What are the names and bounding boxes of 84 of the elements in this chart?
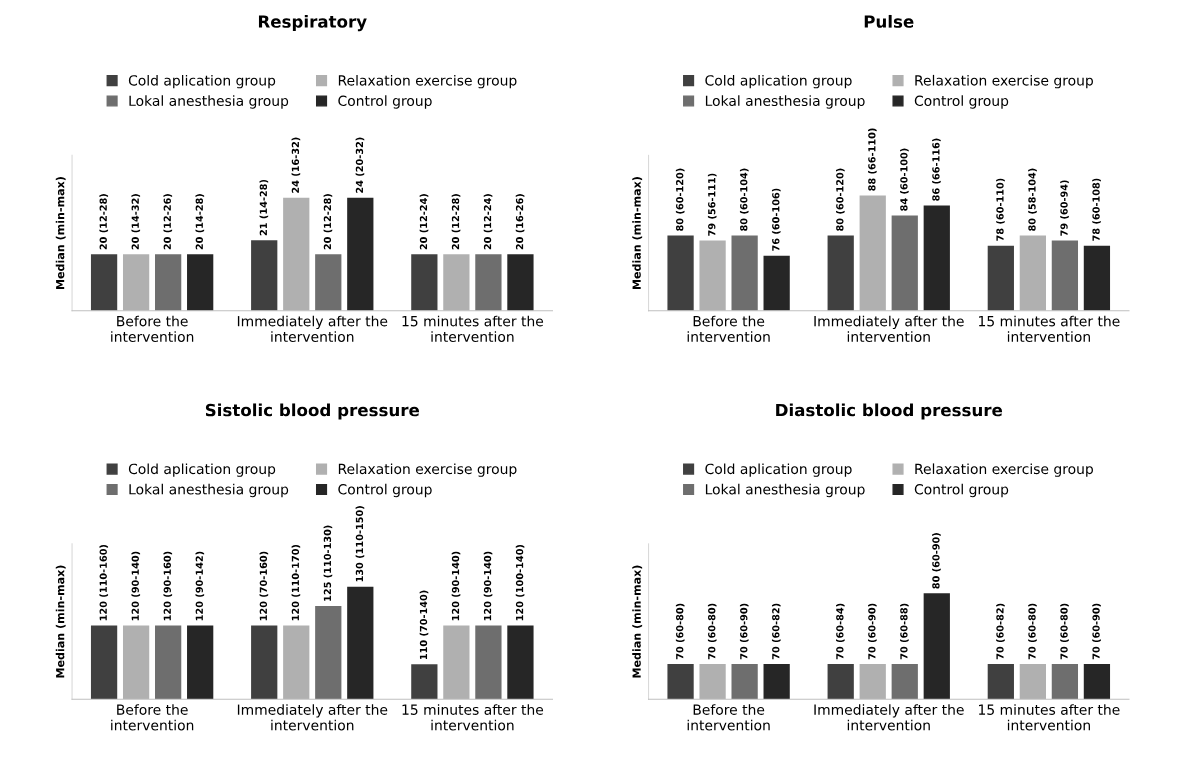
legend-label: Control group: [914, 483, 1009, 498]
data-label: 20 (12-28): [323, 194, 333, 250]
data-label: 70 (60-80): [1060, 603, 1069, 660]
data-label: 24 (20-32): [355, 137, 365, 193]
data-label: 20 (12-28): [451, 194, 461, 250]
data-label: 20 (12-24): [483, 194, 493, 250]
legend-label: Control group: [914, 95, 1009, 109]
x-tick-label: Immediately after the intervention: [814, 315, 964, 342]
data-label: 70 (60-80): [675, 603, 685, 660]
x-tick-label: 15 minutes after the intervention: [402, 704, 544, 731]
legend-label: Relaxation exercise group: [338, 74, 517, 89]
data-label: 76 (60-106): [771, 188, 781, 251]
data-label: 20 (12-24): [419, 194, 429, 250]
x-tick-label: Before the intervention: [687, 315, 770, 342]
data-label: 80 (60-120): [836, 168, 845, 231]
chart-title: Respiratory: [258, 14, 367, 32]
data-label: 120 (100-140): [515, 544, 525, 621]
x-tick-label: 15 minutes after the intervention: [979, 704, 1120, 731]
data-label: 20 (14-32): [131, 194, 141, 250]
data-label: 20 (12-28): [99, 194, 109, 250]
data-label: 79 (60-94): [1060, 180, 1069, 236]
data-label: 79 (56-111): [707, 173, 717, 236]
data-label: 70 (60-90): [868, 603, 877, 660]
data-label: 78 (60-108): [1092, 178, 1101, 241]
data-label: 120 (70-160): [259, 551, 269, 621]
data-label: 20 (14-28): [195, 194, 205, 250]
legend-label: Relaxation exercise group: [915, 463, 1093, 477]
data-label: 70 (60-90): [739, 603, 749, 660]
data-label: 110 (70-140): [419, 590, 429, 660]
legend-label: Lokal anesthesia group: [129, 95, 289, 109]
y-axis-title: Median (min-max): [632, 565, 643, 678]
data-label: 70 (60-80): [707, 603, 717, 660]
legend-label: Cold aplication group: [705, 74, 852, 89]
legend-label: Control group: [338, 95, 432, 109]
legend-label: Cold aplication group: [128, 463, 276, 477]
data-label: 80 (58-104): [1028, 168, 1037, 231]
data-label: 70 (60-84): [836, 603, 845, 660]
y-axis-title: Median (min-max): [632, 177, 643, 290]
data-label: 120 (90-140): [483, 551, 493, 621]
data-label: 125 (110-130): [323, 525, 333, 601]
data-label: 70 (60-80): [1028, 603, 1037, 660]
legend-label: Cold aplication group: [128, 74, 276, 89]
data-label: 130 (110-150): [355, 506, 365, 582]
data-label: 80 (60-120): [675, 168, 685, 231]
legend-label: Lokal anesthesia group: [129, 483, 289, 498]
x-tick-label: Immediately after the intervention: [814, 704, 964, 731]
x-tick-label: Immediately after the intervention: [237, 704, 388, 731]
legend-label: Lokal anesthesia group: [705, 95, 865, 109]
data-label: 84 (60-100): [900, 148, 909, 211]
data-label: 78 (60-110): [996, 178, 1005, 241]
x-tick-label: 15 minutes after the intervention: [979, 315, 1120, 342]
chart-title: Diastolic blood pressure: [776, 403, 1003, 420]
x-tick-label: Immediately after the intervention: [237, 315, 388, 342]
data-label: 80 (60-90): [932, 533, 941, 589]
data-label: 20 (16-26): [515, 194, 525, 250]
x-tick-label: 15 minutes after the intervention: [402, 315, 544, 342]
data-label: 80 (60-104): [739, 168, 749, 231]
data-label: 120 (110-170): [291, 544, 301, 621]
data-label: 70 (60-88): [900, 603, 909, 660]
legend-label: Relaxation exercise group: [915, 74, 1093, 89]
y-axis-title: Median (min-max): [55, 177, 66, 290]
data-label: 120 (90-160): [163, 551, 173, 621]
legend-label: Lokal anesthesia group: [705, 483, 865, 498]
data-label: 120 (90-140): [131, 551, 141, 621]
x-tick-label: Before the intervention: [111, 315, 194, 342]
data-label: 120 (110-160): [99, 544, 109, 621]
legend-label: Cold aplication group: [705, 463, 852, 477]
data-label: 70 (60-82): [996, 603, 1005, 660]
chart-title: Sistolic blood pressure: [205, 403, 420, 420]
data-label: 70 (60-82): [771, 603, 781, 660]
legend-label: Control group: [338, 483, 432, 498]
chart-title: Pulse: [864, 14, 914, 28]
data-label: 120 (90-140): [451, 551, 461, 621]
data-label: 86 (66-116): [932, 138, 941, 201]
legend-label: Relaxation exercise group: [338, 463, 517, 477]
data-label: 70 (60-90): [1092, 603, 1101, 660]
x-tick-label: Before the intervention: [687, 704, 770, 731]
y-axis-title: Median (min-max): [55, 565, 66, 678]
x-tick-label: Before the intervention: [111, 704, 194, 731]
data-label: 88 (66-110): [868, 128, 877, 191]
data-label: 20 (12-26): [163, 194, 173, 250]
data-label: 21 (14-28): [259, 179, 269, 236]
data-label: 24 (16-32): [291, 137, 301, 193]
data-label: 120 (90-142): [195, 551, 205, 621]
